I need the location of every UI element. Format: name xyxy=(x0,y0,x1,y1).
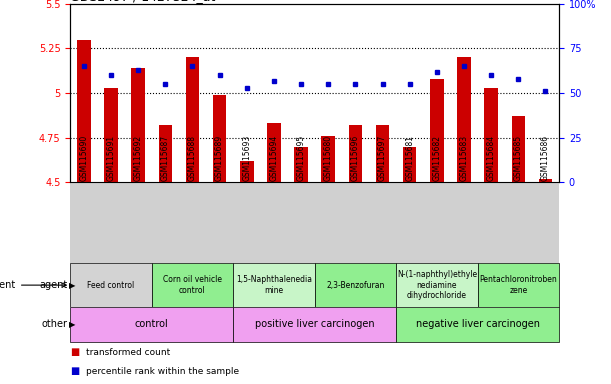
Text: percentile rank within the sample: percentile rank within the sample xyxy=(86,367,239,376)
Bar xyxy=(240,161,254,182)
Bar xyxy=(403,147,417,182)
Bar xyxy=(396,263,478,307)
Bar xyxy=(321,136,335,182)
Bar xyxy=(70,307,233,342)
Bar xyxy=(376,125,389,182)
Bar xyxy=(77,40,90,182)
Bar xyxy=(233,263,315,307)
Text: 2,3-Benzofuran: 2,3-Benzofuran xyxy=(326,281,384,290)
Text: agent: agent xyxy=(0,280,66,290)
Bar xyxy=(539,179,552,182)
Bar xyxy=(457,58,471,182)
Text: GDS2497 / 1427324_at: GDS2497 / 1427324_at xyxy=(70,0,216,3)
Bar xyxy=(478,263,559,307)
Text: N-(1-naphthyl)ethyle
nediamine
dihydrochloride: N-(1-naphthyl)ethyle nediamine dihydroch… xyxy=(397,270,477,300)
Text: control: control xyxy=(135,319,169,329)
Bar xyxy=(70,263,152,307)
Text: positive liver carcinogen: positive liver carcinogen xyxy=(255,319,375,329)
Bar xyxy=(213,95,227,182)
Bar xyxy=(295,147,308,182)
Text: negative liver carcinogen: negative liver carcinogen xyxy=(415,319,540,329)
Text: ▶: ▶ xyxy=(69,281,76,290)
Bar xyxy=(485,88,498,182)
Text: Pentachloronitroben
zene: Pentachloronitroben zene xyxy=(480,275,557,295)
Text: ▶: ▶ xyxy=(69,320,76,329)
Text: transformed count: transformed count xyxy=(86,348,170,357)
Bar xyxy=(430,79,444,182)
Bar xyxy=(152,263,233,307)
Text: agent: agent xyxy=(39,280,67,290)
Text: other: other xyxy=(41,319,67,329)
Text: Corn oil vehicle
control: Corn oil vehicle control xyxy=(163,275,222,295)
Bar xyxy=(158,125,172,182)
Text: 1,5-Naphthalenedia
mine: 1,5-Naphthalenedia mine xyxy=(236,275,312,295)
Bar xyxy=(396,307,559,342)
Bar xyxy=(315,263,396,307)
Text: Feed control: Feed control xyxy=(87,281,134,290)
Bar xyxy=(104,88,118,182)
Text: ■: ■ xyxy=(70,347,79,357)
Bar xyxy=(511,116,525,182)
Bar xyxy=(186,58,199,182)
Bar xyxy=(131,68,145,182)
Text: ■: ■ xyxy=(70,366,79,376)
Bar xyxy=(233,307,396,342)
Bar xyxy=(267,124,280,182)
Bar xyxy=(349,125,362,182)
